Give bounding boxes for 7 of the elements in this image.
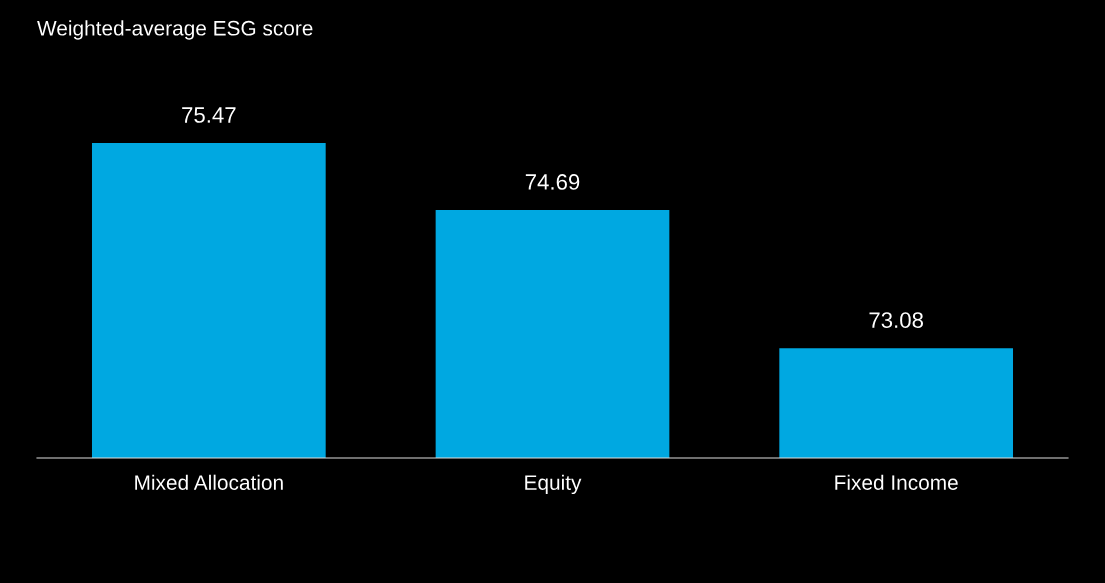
data-label: 73.08: [869, 312, 924, 328]
x-tick-label: Equity: [525, 474, 582, 495]
data-label: 74.69: [525, 174, 580, 190]
x-tick-label: Mixed Allocation: [135, 474, 283, 490]
data-label: 75.47: [182, 107, 236, 123]
chart-title: Weighted-average ESG score: [37, 20, 313, 40]
x-tick-label: Fixed Income: [835, 474, 958, 490]
